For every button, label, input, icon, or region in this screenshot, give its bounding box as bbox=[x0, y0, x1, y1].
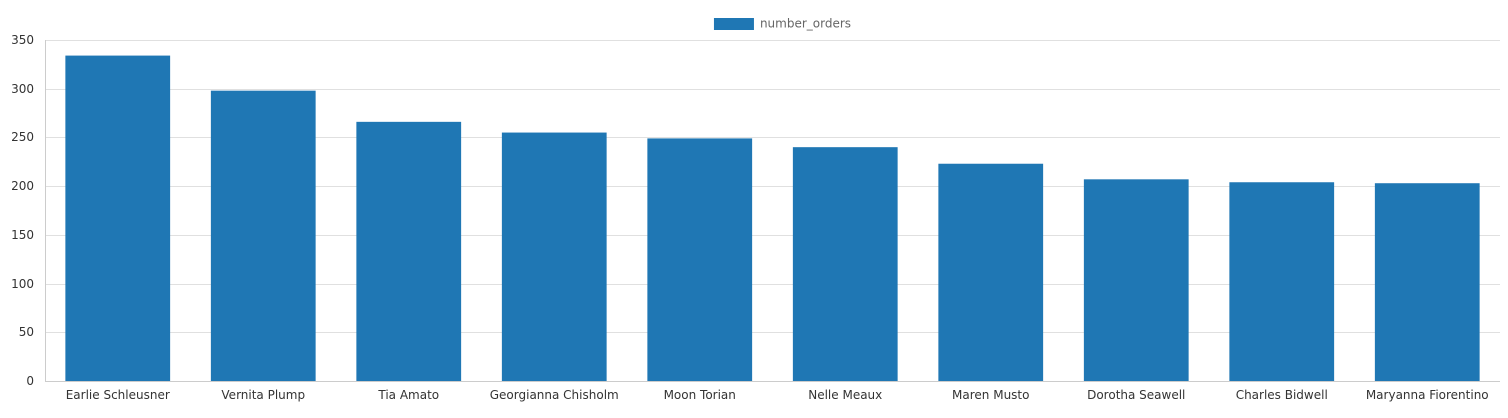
y-tick-label: 150 bbox=[11, 228, 34, 242]
bar[interactable] bbox=[210, 90, 316, 382]
y-tick-label: 350 bbox=[11, 33, 34, 47]
bar[interactable] bbox=[1374, 183, 1480, 381]
bar[interactable] bbox=[647, 138, 753, 381]
legend-swatch bbox=[713, 18, 754, 30]
bar[interactable] bbox=[65, 55, 171, 382]
x-tick-label: Tia Amato bbox=[377, 388, 439, 402]
bar[interactable] bbox=[938, 163, 1044, 381]
x-tick-label: Maryanna Fiorentino bbox=[1366, 388, 1489, 402]
x-tick-label: Earlie Schleusner bbox=[66, 388, 170, 402]
bar[interactable] bbox=[356, 121, 462, 381]
y-tick-labels: 0 50 100 150 200 250 300 350 bbox=[11, 33, 34, 388]
legend-label[interactable]: number_orders bbox=[760, 17, 851, 31]
y-tick-label: 50 bbox=[19, 325, 34, 339]
x-tick-label: Dorotha Seawell bbox=[1087, 388, 1185, 402]
y-tick-label: 0 bbox=[26, 374, 34, 388]
y-tick-label: 250 bbox=[11, 130, 34, 144]
x-tick-label: Moon Torian bbox=[664, 388, 736, 402]
bar[interactable] bbox=[501, 132, 607, 381]
bar[interactable] bbox=[1229, 182, 1335, 381]
bar[interactable] bbox=[1083, 179, 1189, 381]
bars bbox=[65, 55, 1480, 382]
x-tick-label: Georgianna Chisholm bbox=[490, 388, 619, 402]
x-tick-label: Maren Musto bbox=[952, 388, 1029, 402]
y-tick-label: 300 bbox=[11, 82, 34, 96]
x-tick-labels: Earlie Schleusner Vernita Plump Tia Amato G… bbox=[66, 388, 1489, 402]
x-tick-label: Vernita Plump bbox=[221, 388, 305, 402]
y-tick-label: 200 bbox=[11, 179, 34, 193]
legend[interactable]: number_orders bbox=[713, 17, 851, 31]
x-tick-label: Charles Bidwell bbox=[1236, 388, 1328, 402]
x-tick-label: Nelle Meaux bbox=[808, 388, 882, 402]
bar[interactable] bbox=[792, 147, 898, 381]
y-tick-label: 100 bbox=[11, 277, 34, 291]
axes bbox=[45, 40, 1500, 382]
